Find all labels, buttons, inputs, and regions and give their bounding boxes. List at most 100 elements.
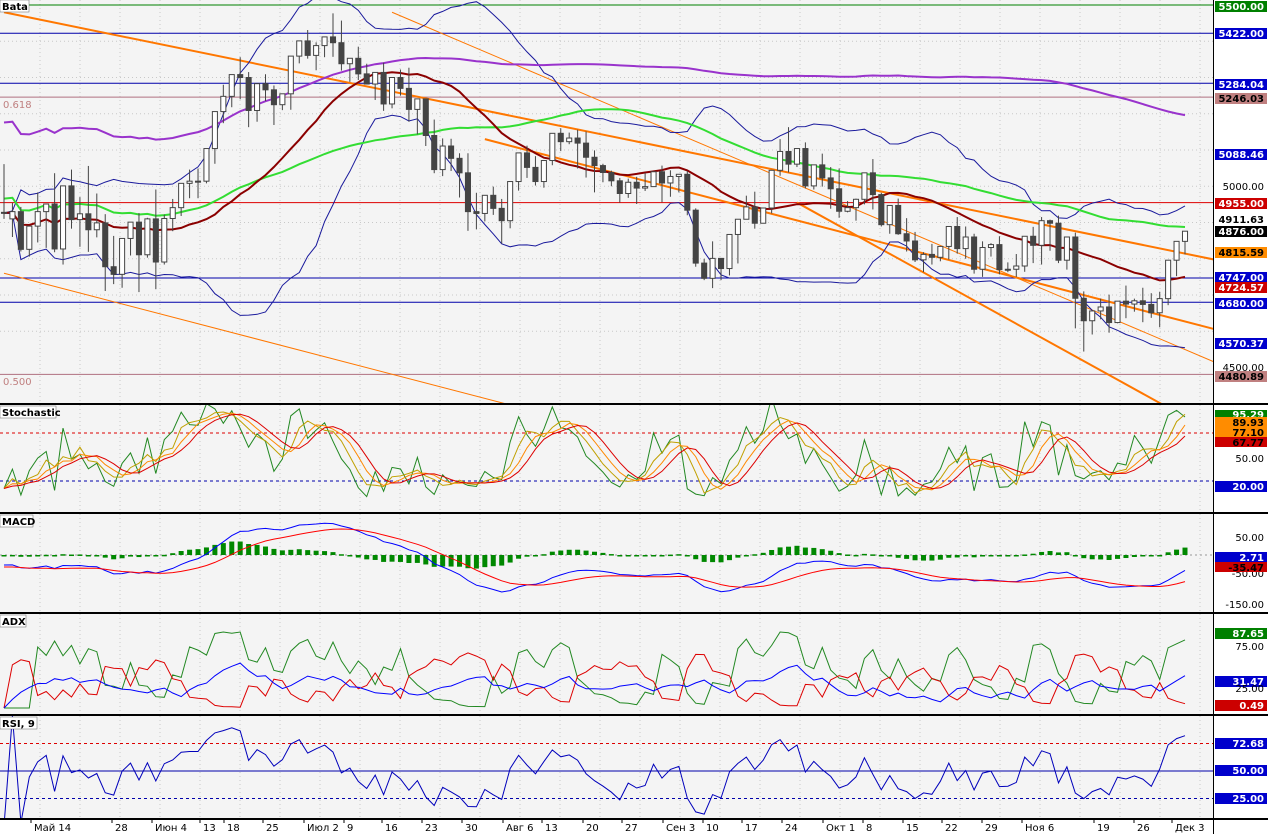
candle-100 <box>844 207 851 212</box>
candle-22 <box>186 180 193 184</box>
candle-133 <box>1122 300 1129 305</box>
macd-bar-57 <box>482 555 488 568</box>
candle-99 <box>836 188 843 212</box>
macd-bar-69 <box>583 550 589 555</box>
candle-36 <box>304 40 311 56</box>
macd-bar-26 <box>220 543 226 555</box>
time-label-10: 30 <box>465 823 478 834</box>
candle-91 <box>768 169 775 209</box>
price-tag-4570: 4570.37 <box>1218 339 1264 350</box>
macd-bar-81 <box>684 555 690 557</box>
candle-67 <box>566 137 573 143</box>
macd-bar-96 <box>811 547 817 555</box>
price-tag-4747: 4747.00 <box>1218 273 1264 284</box>
price-tag-5284: 5284.04 <box>1218 80 1264 91</box>
macd-bar-90 <box>760 552 766 555</box>
candle-40 <box>338 42 345 65</box>
candle-7 <box>60 185 67 250</box>
macd-bar-82 <box>693 555 699 560</box>
macd-bar-38 <box>322 551 328 555</box>
candle-104 <box>878 194 885 226</box>
macd-bar-35 <box>296 549 302 555</box>
time-label-20: 8 <box>866 823 872 834</box>
adx-tick-75: 75.00 <box>1235 642 1264 653</box>
macd-bar-13 <box>111 555 117 560</box>
candle-95 <box>802 148 809 187</box>
time-label-26: 26 <box>1137 823 1150 834</box>
adx-value-plus: 87.65 <box>1232 629 1264 640</box>
candle-34 <box>287 55 294 95</box>
macd-bar-74 <box>625 555 631 557</box>
macd-bar-97 <box>819 549 825 555</box>
macd-bar-45 <box>381 555 387 562</box>
macd-bar-75 <box>634 555 640 557</box>
macd-bar-127 <box>1072 555 1078 557</box>
candle-49 <box>414 98 421 110</box>
candle-8 <box>68 185 75 221</box>
candle-106 <box>895 204 902 235</box>
candle-110 <box>928 253 935 258</box>
macd-bar-110 <box>929 555 935 561</box>
candle-66 <box>557 132 564 143</box>
candle-33 <box>279 93 286 106</box>
adx-line <box>3 662 1186 709</box>
candle-117 <box>987 244 995 249</box>
time-label-1: 28 <box>115 823 128 834</box>
macd-bar-24 <box>203 547 209 555</box>
candle-70 <box>591 156 598 167</box>
trend-line-1 <box>3 272 505 403</box>
adx-value-minus: 0.49 <box>1239 701 1264 712</box>
time-label-27: Дек 3 <box>1175 823 1205 834</box>
rsi-panel <box>0 716 1213 819</box>
macd-bar-117 <box>988 555 994 557</box>
macd-bar-21 <box>178 551 184 555</box>
candle-14 <box>119 237 126 275</box>
macd-tick-minus50: -50.00 <box>1232 569 1264 580</box>
macd-bar-11 <box>94 555 100 557</box>
macd-bar-116 <box>980 555 986 557</box>
macd-tick-minus150: -150.00 <box>1225 600 1264 611</box>
candle-82 <box>692 209 699 264</box>
bollinger-lower <box>3 114 1186 349</box>
fib-618-label: 0.618 <box>3 100 32 111</box>
candle-116 <box>979 247 986 270</box>
macd-bar-34 <box>288 549 294 555</box>
rsi-tick-25: 25.00 <box>1232 794 1264 805</box>
candle-84 <box>709 257 716 279</box>
macd-bar-71 <box>600 552 606 555</box>
macd-bar-112 <box>946 555 952 558</box>
candle-134 <box>1131 300 1138 305</box>
macd-bar-68 <box>575 549 581 555</box>
candle-24 <box>203 148 210 182</box>
candle-55 <box>464 172 471 213</box>
grid <box>0 0 1213 819</box>
macd-bar-99 <box>836 553 842 555</box>
macd-bar-109 <box>920 555 926 561</box>
candle-20 <box>169 207 176 220</box>
candle-32 <box>270 89 277 106</box>
candle-76 <box>642 186 649 189</box>
macd-bar-40 <box>338 554 344 556</box>
macd-bar-27 <box>229 541 235 555</box>
adx-title: ADX <box>2 617 26 628</box>
rsi-line <box>4 716 1186 819</box>
adx-value-adx: 31.47 <box>1232 677 1264 688</box>
candle-79 <box>667 175 674 184</box>
candle-136 <box>1148 303 1155 314</box>
macd-bar-54 <box>457 555 463 567</box>
macd-bar-3 <box>26 555 32 557</box>
stoch-d3-line <box>3 413 1186 490</box>
time-label-17: 17 <box>745 823 758 834</box>
macd-bar-72 <box>608 554 614 556</box>
candle-10 <box>85 213 92 231</box>
macd-plot <box>0 522 1213 593</box>
macd-bar-59 <box>499 555 505 566</box>
macd-bar-36 <box>305 550 311 555</box>
candle-89 <box>751 206 758 224</box>
macd-bar-91 <box>769 549 775 555</box>
macd-bar-129 <box>1089 555 1095 560</box>
candle-90 <box>760 207 767 224</box>
macd-bar-135 <box>1140 555 1146 557</box>
macd-bar-104 <box>878 555 884 557</box>
macd-bar-119 <box>1005 555 1011 557</box>
